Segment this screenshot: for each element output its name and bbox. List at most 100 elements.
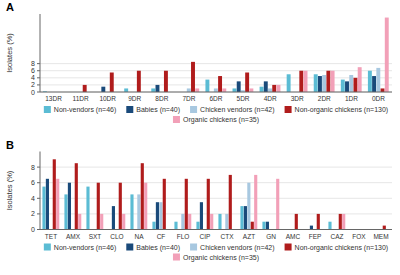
- bar: [156, 202, 159, 229]
- bar: [210, 214, 213, 230]
- x-tick-label: CAZ: [331, 233, 344, 240]
- y-tick-label: 4: [31, 74, 35, 81]
- legend-swatch: [126, 106, 133, 113]
- bar: [272, 85, 276, 92]
- bar: [64, 194, 67, 229]
- bar: [233, 88, 237, 92]
- bar: [205, 80, 209, 92]
- bar: [326, 71, 330, 92]
- legend-label: Babies (n=40): [136, 244, 180, 252]
- bar: [342, 214, 345, 230]
- bar: [368, 71, 372, 92]
- x-tick-label: CIP: [200, 233, 211, 240]
- legend-swatch: [44, 244, 51, 251]
- bar: [314, 74, 318, 92]
- legend-label: Organic chickens (n=35): [183, 254, 259, 262]
- x-tick-label: SXT: [89, 233, 102, 240]
- grid-line: [40, 70, 392, 71]
- bar: [46, 179, 49, 230]
- grid-line: [40, 229, 392, 230]
- x-tick-label: 0DR: [372, 95, 385, 102]
- legend: Non-vendors (n=46) Babies (n=40) Chicken v…: [44, 244, 388, 262]
- bar: [287, 74, 291, 92]
- y-tick-label: 0: [31, 226, 35, 233]
- bar: [358, 67, 362, 92]
- bar: [164, 71, 168, 92]
- bar: [229, 175, 232, 230]
- grid-line: [40, 92, 392, 93]
- x-tick-label: 7DR: [182, 95, 195, 102]
- x-tick-label: 1DR: [345, 95, 358, 102]
- legend-swatch: [126, 244, 133, 251]
- legend-swatch: [173, 254, 180, 261]
- bar: [101, 87, 105, 92]
- legend-item: Organic chickens (n=35): [173, 254, 259, 262]
- panel-label: B: [6, 139, 14, 151]
- legend-label: Chicken vendors (n=42): [200, 244, 275, 252]
- bar: [251, 222, 254, 230]
- bar: [268, 88, 272, 92]
- bar: [381, 88, 385, 92]
- legend-swatch: [173, 116, 180, 123]
- bar: [276, 179, 279, 230]
- bar: [318, 76, 322, 92]
- bar: [260, 87, 264, 92]
- bar: [218, 214, 221, 230]
- bar: [276, 85, 280, 92]
- grid-line: [40, 182, 392, 183]
- grid-line: [40, 84, 392, 85]
- bar: [137, 194, 140, 229]
- bar: [200, 202, 203, 229]
- y-tick-label: 0: [31, 89, 35, 96]
- bar: [151, 88, 155, 92]
- bar: [247, 183, 250, 230]
- x-tick-label: NA: [134, 233, 144, 240]
- bar: [53, 159, 56, 229]
- legend-swatch: [190, 244, 197, 251]
- bar: [345, 81, 349, 92]
- legend-item: Organic chickens (n=35): [173, 116, 259, 124]
- legend-label: Babies (n=40): [136, 106, 180, 114]
- legend-label: Non-vendors (n=46): [54, 244, 116, 252]
- bar: [42, 187, 45, 230]
- legend-item: Non-vendors (n=46): [44, 106, 116, 114]
- bar: [254, 175, 257, 230]
- legend-swatch: [190, 106, 197, 113]
- x-tick-label: 9DR: [128, 95, 141, 102]
- bar: [144, 183, 147, 230]
- bar: [86, 187, 89, 230]
- bar: [353, 78, 357, 92]
- x-tick-label: FOX: [352, 233, 366, 240]
- legend-swatch: [285, 244, 292, 251]
- bar: [249, 88, 253, 92]
- bar: [78, 214, 81, 230]
- x-tick-label: AMC: [286, 233, 301, 240]
- bar: [112, 206, 115, 229]
- y-axis-line: [40, 14, 41, 92]
- bar: [299, 71, 303, 92]
- bar: [244, 206, 247, 229]
- legend-item: Non-organic chickens (n=130): [285, 244, 389, 252]
- legend-label: Non-vendors (n=46): [54, 106, 116, 114]
- panel-label: A: [6, 1, 14, 13]
- panel: B02468Isolates (%)TETAMXSXTCLONACFFLOCIP…: [5, 139, 392, 262]
- legend-item: Chicken vendors (n=42): [190, 244, 275, 252]
- y-tick-label: 6: [31, 67, 35, 74]
- bar: [349, 75, 353, 92]
- x-tick-label: MEM: [373, 233, 388, 240]
- x-axis-line: [40, 229, 392, 230]
- bar: [341, 80, 345, 92]
- x-tick-label: AMX: [66, 233, 81, 240]
- bars: [43, 18, 389, 92]
- bar: [322, 75, 326, 92]
- x-tick-label: 13DR: [45, 95, 62, 102]
- y-axis-label: Isolates (%): [5, 33, 14, 73]
- bar: [376, 68, 380, 92]
- bar: [214, 88, 218, 92]
- x-tick-label: 8DR: [155, 95, 168, 102]
- bar: [75, 163, 78, 229]
- bar: [56, 179, 59, 230]
- x-tick-label: 10DR: [99, 95, 116, 102]
- x-tick-label: 3DR: [291, 95, 304, 102]
- bar: [181, 214, 184, 230]
